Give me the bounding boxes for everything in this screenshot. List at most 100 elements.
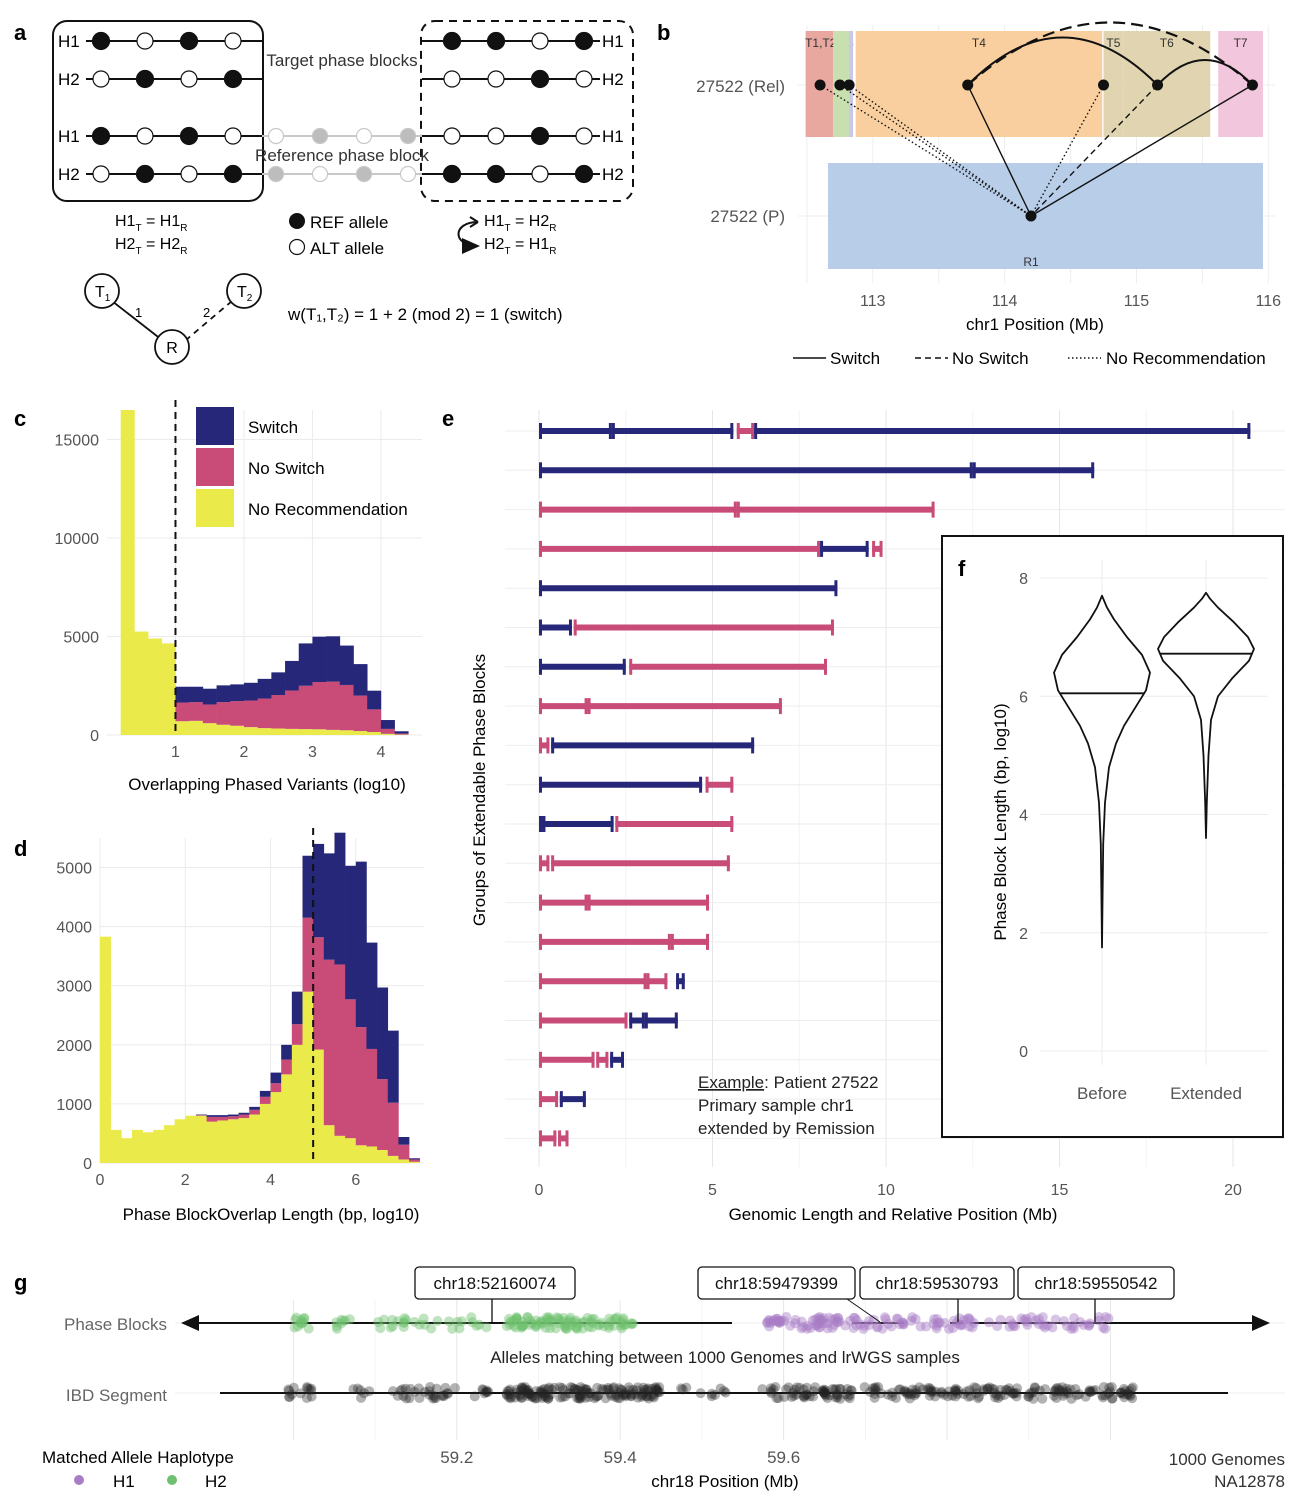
histogram-bar — [249, 1106, 261, 1110]
histogram-bar — [174, 1119, 186, 1163]
allele-point — [566, 1317, 577, 1328]
allele-point — [544, 1312, 555, 1323]
ibd-point — [819, 1387, 830, 1398]
example-word: Example — [698, 1073, 764, 1092]
allele-point — [560, 1322, 571, 1333]
ibd-point — [923, 1382, 934, 1393]
allele-point — [511, 1312, 522, 1323]
left-equation: H1T = H1R H2T = H2R — [115, 213, 187, 257]
ibd-point — [620, 1391, 631, 1402]
ibd-point — [632, 1382, 643, 1393]
allele-point — [790, 1318, 801, 1329]
y-tick-label: 4000 — [56, 920, 92, 937]
allele-point — [612, 1312, 623, 1323]
allele-point — [762, 1317, 773, 1328]
ibd-point — [654, 1382, 665, 1393]
ibd-point — [1123, 1388, 1134, 1399]
histogram-bar — [291, 1044, 303, 1163]
allele-point — [785, 1320, 796, 1331]
histogram-bar — [291, 991, 303, 1025]
ibd-point — [846, 1385, 857, 1396]
histogram-bar — [387, 1155, 399, 1163]
chart-g-xlabel: chr18 Position (Mb) — [651, 1472, 798, 1491]
ibd-point — [910, 1385, 921, 1396]
svg-text:H1T = H1R: H1T = H1R — [115, 213, 187, 234]
allele-point — [616, 1316, 627, 1327]
allele-point — [550, 1323, 561, 1334]
ibd-point — [788, 1390, 799, 1401]
histogram-bar — [326, 681, 341, 730]
histogram-bar — [195, 1115, 207, 1163]
ref-allele-dot — [574, 31, 594, 51]
allele-point — [848, 1323, 859, 1334]
allele-point — [565, 1320, 576, 1331]
histogram-bar — [249, 1114, 261, 1163]
ibd-point — [907, 1384, 918, 1395]
histogram-bar — [134, 631, 149, 735]
edge-to-reference — [848, 84, 1032, 217]
y-tick-label: 0 — [83, 1156, 92, 1173]
alt-allele-dot — [531, 32, 549, 50]
ibd-point — [573, 1385, 584, 1396]
allele-point — [1021, 1313, 1032, 1324]
allele-point — [587, 1317, 598, 1328]
ibd-point — [827, 1383, 838, 1394]
histogram-bar — [281, 1044, 293, 1060]
ibd-point — [786, 1391, 797, 1402]
ibd-point — [503, 1392, 514, 1403]
ibd-point — [971, 1383, 982, 1394]
ibd-point — [572, 1393, 583, 1404]
ref-allele-dot — [289, 213, 305, 229]
allele-point — [596, 1317, 607, 1328]
allele-point — [544, 1316, 555, 1327]
svg-text:H2T = H1R: H2T = H1R — [484, 236, 556, 257]
x-tick-label: 115 — [1124, 293, 1150, 310]
allele-point — [332, 1323, 343, 1334]
allele-point — [331, 1321, 342, 1332]
panel-b-points — [814, 79, 1258, 222]
allele-point — [387, 1321, 398, 1332]
ibd-point — [875, 1388, 886, 1399]
ibd-point — [834, 1383, 845, 1394]
y-tick-label: 2000 — [56, 1038, 92, 1055]
ibd-point — [1057, 1386, 1068, 1397]
right-equation: H1T = H2R H2T = H1R — [457, 213, 556, 257]
histogram-bar — [313, 937, 325, 1050]
x-tick-label: 4 — [376, 744, 385, 761]
allele-point — [466, 1312, 477, 1323]
histogram-bar — [243, 682, 258, 701]
ibd-point — [529, 1392, 540, 1403]
histogram-bar — [257, 678, 272, 699]
alt-allele-dot — [487, 127, 505, 145]
histogram-bar — [380, 733, 395, 735]
ibd-point — [483, 1386, 494, 1397]
violin-shape — [1053, 594, 1151, 949]
allele-point — [773, 1316, 784, 1327]
ibd-point — [502, 1386, 513, 1397]
ibd-point — [301, 1393, 312, 1404]
allele-point — [582, 1313, 593, 1324]
allele-point — [798, 1321, 809, 1332]
edge-to-reference — [1030, 84, 1159, 217]
allele-point — [564, 1315, 575, 1326]
allele-point — [573, 1318, 584, 1329]
ref-allele-dot — [135, 69, 155, 89]
histogram-bar — [257, 698, 272, 729]
ibd-point — [539, 1391, 550, 1402]
callout-leader — [846, 1298, 881, 1323]
allele-point — [822, 1318, 833, 1329]
y-tick-label: 0 — [90, 728, 99, 745]
allele-point — [775, 1315, 786, 1326]
allele-point — [626, 1318, 637, 1329]
ibd-point — [1066, 1393, 1077, 1404]
allele-point — [898, 1319, 909, 1330]
histogram-bar — [353, 731, 368, 735]
allele-point — [418, 1313, 429, 1324]
histogram-bar — [394, 733, 409, 735]
allele-point — [559, 1320, 570, 1331]
ibd-point — [527, 1391, 538, 1402]
alt-allele-dot — [443, 70, 461, 88]
ibd-point — [546, 1384, 557, 1395]
allele-point — [604, 1320, 615, 1331]
ibd-point — [768, 1384, 779, 1395]
